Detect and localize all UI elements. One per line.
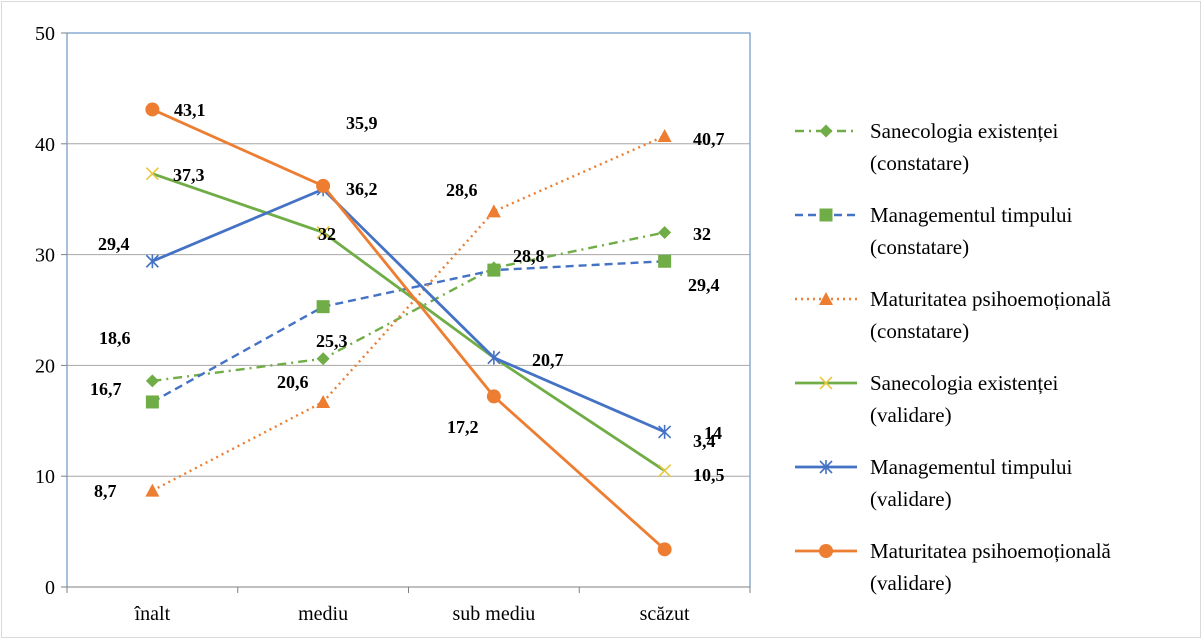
series-6-point [316, 178, 331, 193]
x-tick-label: mediu [298, 603, 348, 625]
series-6-point [657, 542, 672, 557]
legend-marker-6 [819, 544, 833, 558]
y-tick-label: 30 [35, 245, 55, 267]
series-6-point [145, 102, 160, 117]
data-label: 40,7 [693, 129, 725, 149]
legend-label-2: (constatare) [870, 235, 969, 259]
data-label: 29,4 [98, 234, 130, 254]
series-5-point [145, 254, 159, 269]
series-6-point [486, 389, 501, 404]
data-label: 20,7 [532, 350, 564, 370]
series-1-point [316, 352, 330, 366]
data-label: 28,8 [513, 246, 545, 266]
data-label: 29,4 [688, 275, 720, 295]
series-3-point [145, 483, 160, 497]
x-tick-label: scăzut [640, 603, 690, 625]
series-1-point [145, 374, 159, 388]
y-tick-label: 10 [35, 466, 55, 488]
data-label: 43,1 [174, 100, 206, 120]
legend-marker-4 [819, 376, 833, 390]
series-2-point [145, 395, 159, 409]
data-label: 20,6 [277, 372, 309, 392]
series-3-point [657, 129, 672, 143]
series-line-2 [151, 260, 665, 404]
legend-marker-1 [819, 124, 833, 138]
data-label: 37,3 [173, 165, 205, 185]
data-label: 14 [704, 423, 722, 443]
data-label: 10,5 [693, 465, 725, 485]
data-label: 32 [693, 224, 711, 244]
legend-label-1: Sanecologia existenței [870, 119, 1059, 143]
legend-label-6: (validare) [870, 571, 952, 595]
data-label: 28,6 [446, 180, 478, 200]
legend-label-5: Managementul timpului [870, 455, 1073, 479]
data-label: 18,6 [99, 328, 131, 348]
legend-label-3: Maturitatea psihoemoțională [870, 287, 1112, 311]
legend-label-4: (validare) [870, 403, 952, 427]
data-label: 8,7 [94, 481, 117, 501]
series-2-point [658, 254, 672, 268]
series-2-point [487, 263, 501, 277]
legend-marker-2 [819, 208, 833, 222]
data-label: 32 [318, 224, 336, 244]
legend-label-1: (constatare) [870, 151, 969, 175]
series-5-point [658, 424, 672, 439]
data-label: 16,7 [90, 379, 122, 399]
series-line-3 [151, 134, 666, 492]
data-label: 25,3 [316, 331, 348, 351]
series-4-point [658, 464, 672, 478]
series-4-point [145, 167, 159, 181]
legend-label-6: Maturitatea psihoemoțională [870, 539, 1112, 563]
legend-label-2: Managementul timpului [870, 203, 1073, 227]
data-label: 36,2 [346, 179, 378, 199]
legend-marker-3 [819, 292, 833, 305]
series-5-point [487, 350, 501, 365]
data-label: 35,9 [346, 113, 378, 133]
y-tick-label: 50 [35, 23, 55, 45]
x-tick-label: sub mediu [452, 603, 535, 625]
series-line-4 [151, 172, 666, 472]
legend-label-5: (validare) [870, 487, 952, 511]
legend-label-4: Sanecologia existenței [870, 371, 1059, 395]
y-tick-label: 20 [35, 355, 55, 377]
data-label: 17,2 [447, 417, 479, 437]
series-line-6 [151, 108, 666, 551]
series-3-point [316, 394, 331, 408]
series-2-point [316, 300, 330, 314]
data-label: 3,4 [693, 431, 716, 451]
series-4-point [316, 225, 330, 240]
series-line-1 [152, 231, 665, 383]
series-line-5 [151, 187, 666, 434]
legend-label-3: (constatare) [870, 319, 969, 343]
x-tick-label: înalt [134, 603, 171, 625]
series-1-point [658, 225, 672, 239]
series-3-point [486, 204, 501, 218]
y-tick-label: 40 [35, 134, 55, 156]
legend-marker-5 [819, 460, 833, 474]
y-tick-label: 0 [45, 577, 55, 599]
